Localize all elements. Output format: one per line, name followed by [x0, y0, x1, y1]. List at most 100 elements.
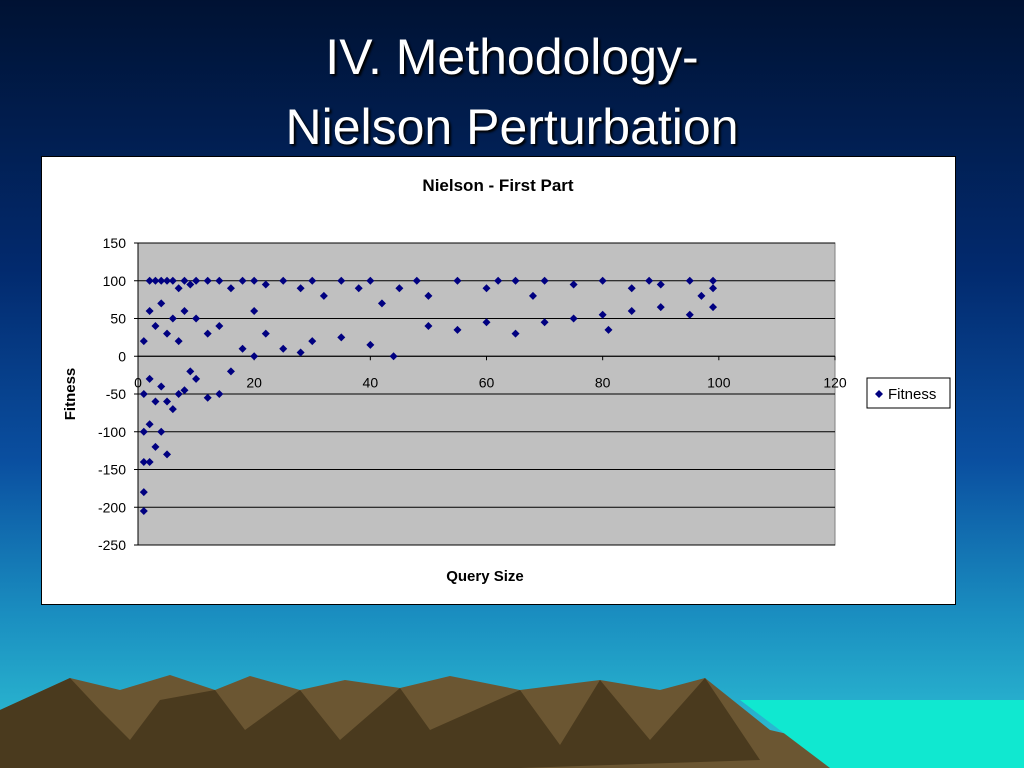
point — [569, 280, 578, 289]
x-tick-label: 40 — [363, 374, 379, 390]
point — [709, 303, 718, 312]
legend-label: Fitness — [888, 386, 936, 403]
x-tick-label: 120 — [823, 374, 847, 390]
point — [163, 450, 172, 459]
point — [139, 427, 148, 436]
point — [168, 276, 177, 285]
point — [203, 393, 212, 402]
y-tick-label: -50 — [106, 386, 126, 402]
slide-title: IV. Methodology- — [325, 29, 699, 85]
point — [151, 276, 160, 285]
y-tick-label: 100 — [103, 273, 127, 289]
point — [366, 276, 375, 285]
point — [709, 284, 718, 293]
y-axis-title: Fitness — [62, 368, 79, 421]
chart: Nielson - First Part Query Size Fitness … — [41, 156, 956, 605]
point — [157, 276, 166, 285]
point — [180, 276, 189, 285]
point — [604, 325, 613, 334]
point — [279, 344, 288, 353]
point — [412, 276, 421, 285]
point — [366, 340, 375, 349]
point — [192, 276, 201, 285]
point — [145, 374, 154, 383]
point — [180, 306, 189, 315]
point — [157, 299, 166, 308]
point — [186, 280, 195, 289]
point — [569, 314, 578, 323]
point — [180, 386, 189, 395]
y-tick-label: 150 — [103, 235, 127, 251]
point — [139, 507, 148, 516]
point — [145, 457, 154, 466]
point — [174, 337, 183, 346]
point — [163, 329, 172, 338]
x-tick-label: 80 — [595, 374, 611, 390]
point — [296, 284, 305, 293]
point — [151, 322, 160, 331]
point — [453, 325, 462, 334]
y-tick-label: 0 — [118, 348, 126, 364]
x-tick-label: 0 — [134, 374, 142, 390]
point — [145, 306, 154, 315]
point — [168, 314, 177, 323]
point — [685, 276, 694, 285]
point — [250, 306, 259, 315]
point — [163, 397, 172, 406]
point — [174, 390, 183, 398]
point — [337, 333, 346, 342]
point — [261, 280, 270, 289]
legend-marker — [875, 390, 883, 398]
point — [627, 284, 636, 293]
point — [308, 276, 317, 285]
point — [151, 397, 160, 406]
point — [494, 276, 503, 285]
y-tick-label: -150 — [98, 462, 126, 478]
point — [139, 457, 148, 466]
x-tick-label: 20 — [246, 374, 262, 390]
x-axis-title: Query Size — [446, 568, 524, 585]
point — [645, 276, 654, 285]
point — [528, 291, 537, 300]
point — [163, 276, 172, 285]
point — [598, 310, 607, 319]
point — [389, 352, 398, 361]
chart-title: Nielson - First Part — [422, 176, 573, 195]
point — [308, 337, 317, 346]
point — [203, 329, 212, 338]
point — [145, 276, 154, 285]
point — [139, 390, 148, 398]
point — [377, 299, 386, 308]
point — [598, 276, 607, 285]
point — [139, 337, 148, 346]
point — [157, 427, 166, 436]
point — [250, 276, 259, 285]
y-tick-label: -200 — [98, 499, 126, 515]
point — [627, 306, 636, 315]
point — [482, 318, 491, 327]
point — [226, 284, 235, 293]
y-tick-label: 50 — [110, 311, 126, 327]
point — [238, 344, 247, 353]
point — [261, 329, 270, 338]
point — [139, 488, 148, 497]
point — [453, 276, 462, 285]
point — [157, 382, 166, 391]
point — [656, 280, 665, 289]
point — [192, 314, 201, 323]
point — [186, 367, 195, 376]
point — [145, 420, 154, 429]
x-tick-label: 100 — [707, 374, 731, 390]
y-tick-label: -100 — [98, 424, 126, 440]
point — [215, 322, 224, 331]
point — [540, 276, 549, 285]
point — [203, 276, 212, 285]
slide-title: Nielson Perturbation — [285, 99, 739, 155]
point — [319, 291, 328, 300]
point — [296, 348, 305, 357]
point — [540, 318, 549, 327]
point — [685, 310, 694, 319]
point — [424, 291, 433, 300]
point — [424, 322, 433, 331]
